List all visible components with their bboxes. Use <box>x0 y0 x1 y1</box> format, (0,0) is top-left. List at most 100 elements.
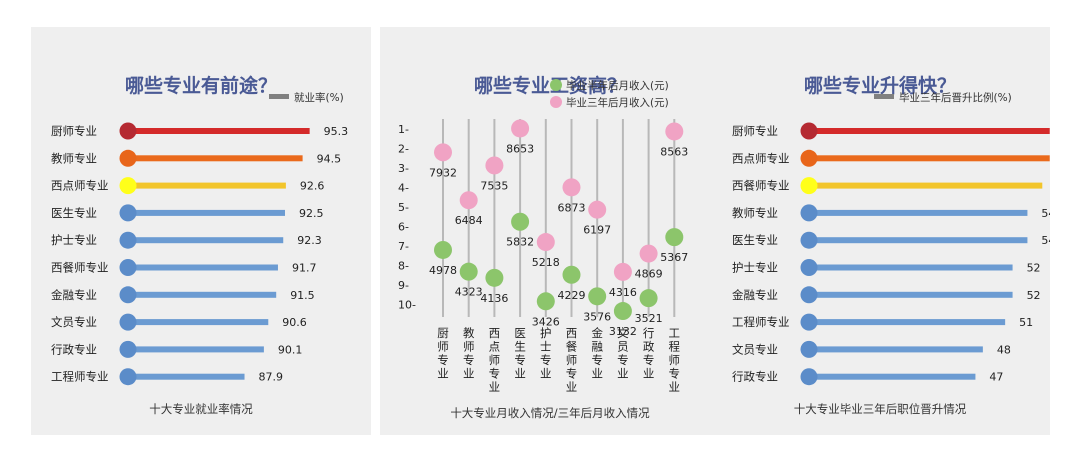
category-label: 教师专业 <box>732 206 778 220</box>
y-tick-label: 8- <box>398 260 409 273</box>
bar <box>812 264 1013 271</box>
employment-chart: 就业率(%) 厨师专业 95.3 教师专业 94.5 西点师专业 92.6 医生专业 92.5 护… <box>51 91 349 386</box>
data-point <box>639 244 658 263</box>
y-tick-label: 9- <box>398 279 409 292</box>
y-tick-label: 10- <box>398 299 416 312</box>
data-label: 92.5 <box>299 207 324 220</box>
data-label: 52 <box>1027 289 1041 302</box>
data-label: 4869 <box>635 268 663 281</box>
data-point <box>459 191 478 210</box>
bar <box>812 209 1028 216</box>
category-label: 护士专业 <box>540 326 552 381</box>
category-label: 金融专业 <box>51 288 97 302</box>
bar-dot <box>800 368 818 386</box>
panel-caption: 十大专业月收入情况/三年后月收入情况 <box>450 406 650 420</box>
data-label: 3521 <box>635 312 663 325</box>
data-point <box>588 200 607 219</box>
data-label: 7932 <box>429 166 457 179</box>
bar <box>812 155 1050 162</box>
bar <box>812 128 1050 134</box>
category-label: 厨师专业 <box>732 124 778 138</box>
data-point <box>536 292 555 311</box>
y-tick-label: 4- <box>398 182 409 195</box>
data-label: 51 <box>1019 316 1033 329</box>
data-point <box>485 156 504 175</box>
panel-title: 哪些专业工资高？ <box>473 75 626 97</box>
bar-dot <box>800 340 818 358</box>
category-label: 文员专业 <box>51 315 97 329</box>
panel-employment: 哪些专业有前途？ 就业率(%) 厨师专业 95.3 教师专业 94.5 西点师专业 92.6… <box>31 27 371 435</box>
data-point <box>536 233 555 252</box>
data-label: 5367 <box>660 251 688 264</box>
data-point <box>562 178 581 197</box>
bar <box>131 319 269 326</box>
category-label: 金融专业 <box>591 326 603 381</box>
bar <box>812 291 1013 298</box>
category-label: 文员专业 <box>617 326 629 381</box>
data-point <box>613 302 632 321</box>
bar-dot <box>119 313 137 331</box>
data-label: 48 <box>997 343 1011 356</box>
data-label: 92.3 <box>297 234 322 247</box>
data-label: 8653 <box>506 142 534 155</box>
bar <box>131 128 310 134</box>
bar-dot <box>800 259 818 276</box>
category-label: 文员专业 <box>732 342 778 356</box>
panel-promotion: 哪些专业升得快？ 毕业三年后晋升比例(%)厨师专业57西点师专业57西餐师专业5… <box>710 27 1050 435</box>
data-label: 7535 <box>480 179 508 192</box>
data-point <box>511 212 530 231</box>
y-tick-label: 2- <box>398 143 409 156</box>
category-label: 行政专业 <box>51 342 97 356</box>
category-label: 医生专业 <box>732 233 778 247</box>
data-label: 90.6 <box>282 316 307 329</box>
bar <box>812 373 976 380</box>
legend-label: 就业率(%) <box>294 91 344 104</box>
data-point <box>434 143 452 162</box>
bar <box>131 182 286 189</box>
bar <box>131 264 278 271</box>
data-label: 92.6 <box>300 180 325 193</box>
panel-income: 哪些专业工资高？ 毕业半年后月收入(元) 毕业三年后月收入(元) 1- 2- 3- 4- 5… <box>380 27 720 435</box>
bar <box>131 237 284 244</box>
panel-title: 哪些专业有前途？ <box>124 75 277 97</box>
legend-swatch <box>269 94 289 99</box>
category-label: 金融专业 <box>732 288 778 302</box>
data-label: 54 <box>1041 234 1050 247</box>
legend-swatch <box>874 94 894 99</box>
data-label: 4136 <box>480 292 508 305</box>
bar <box>131 346 264 353</box>
category-label: 行政专业 <box>643 326 655 381</box>
data-point <box>665 228 684 247</box>
legend-label: 毕业三年后晋升比例(%) <box>899 91 1012 104</box>
data-label: 6484 <box>455 214 483 227</box>
legend-label: 毕业半年后月收入(元) <box>566 79 669 92</box>
data-point <box>613 262 632 281</box>
bar-dot <box>800 286 818 304</box>
category-label: 医生专业 <box>514 326 526 381</box>
data-label: 3426 <box>532 315 560 328</box>
bar <box>131 291 277 298</box>
data-label: 5218 <box>532 256 560 269</box>
category-label: 工程师专业 <box>732 315 790 329</box>
bar <box>812 237 1028 244</box>
data-point <box>485 268 504 287</box>
bar-dot <box>119 177 137 195</box>
data-point <box>665 122 684 141</box>
data-label: 5832 <box>506 236 534 249</box>
category-label: 西点师专业 <box>489 326 501 394</box>
income-chart: 毕业半年后月收入(元) 毕业三年后月收入(元) 1- 2- 3- 4- 5- 6- 7- 8- 9-… <box>398 79 688 394</box>
category-label: 护士专业 <box>51 233 97 247</box>
bar-dot <box>119 368 137 386</box>
data-point <box>588 287 607 306</box>
panel-title: 哪些专业升得快？ <box>803 75 956 97</box>
category-label: 护士专业 <box>732 261 778 275</box>
bar-dot <box>800 231 818 249</box>
bar-dot <box>119 259 137 276</box>
data-label: 4323 <box>455 286 483 299</box>
bar-dot <box>800 149 818 167</box>
data-label: 95.3 <box>324 125 349 138</box>
data-label: 4316 <box>609 286 637 299</box>
panel-caption: 十大专业毕业三年后职位晋升情况 <box>793 402 967 416</box>
category-label: 工程师专业 <box>669 326 681 394</box>
category-label: 西点师专业 <box>732 151 790 165</box>
